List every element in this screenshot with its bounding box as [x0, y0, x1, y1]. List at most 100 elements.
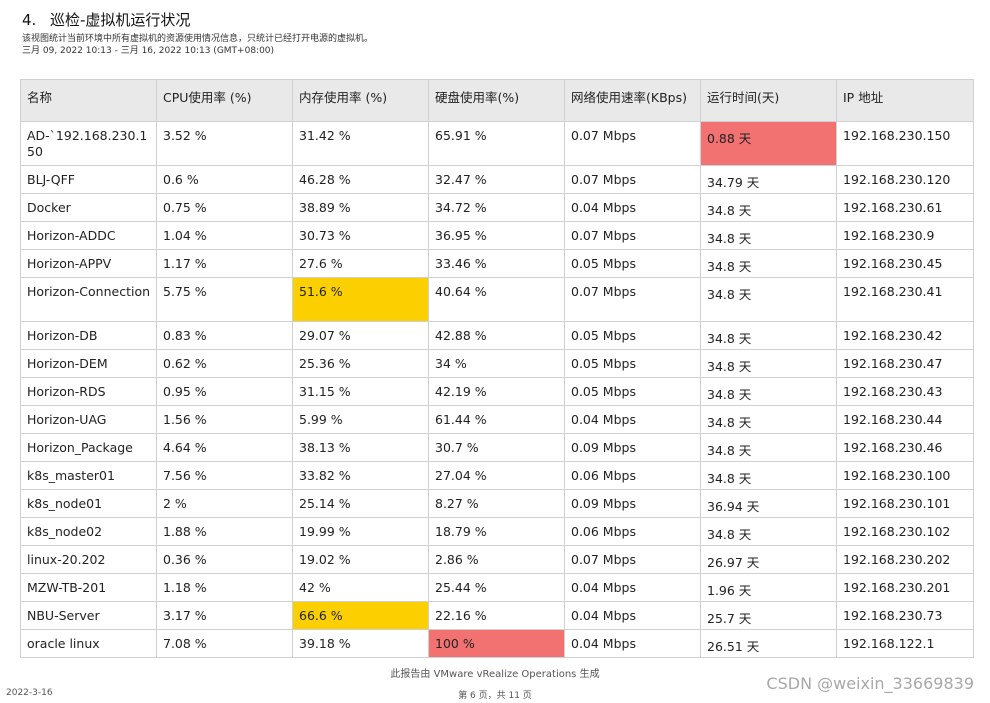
cell-disk: 42.88 %: [428, 321, 565, 350]
table-row: Horizon-ADDC 1.04 % 30.73 % 36.95 % 0.07…: [20, 221, 974, 250]
cell-name: Horizon-DEM: [20, 349, 157, 378]
table-row: BLJ-QFF 0.6 % 46.28 % 32.47 % 0.07 Mbps …: [20, 165, 974, 194]
section-title-text: 巡检-虚拟机运行状况: [50, 11, 191, 29]
cell-name: Docker: [20, 193, 157, 222]
cell-disk: 65.91 %: [428, 121, 565, 166]
cell-network: 0.05 Mbps: [564, 321, 701, 350]
cell-uptime: 34.8 天: [700, 193, 837, 222]
cell-ip: 192.168.230.101: [836, 489, 974, 518]
cell-uptime: 36.94 天: [700, 489, 837, 518]
cell-disk: 30.7 %: [428, 433, 565, 462]
cell-uptime: 34.8 天: [700, 433, 837, 462]
cell-ip: 192.168.122.1: [836, 629, 974, 658]
header-cpu: CPU使用率 (%): [156, 79, 293, 122]
cell-network: 0.04 Mbps: [564, 601, 701, 630]
cell-uptime: 34.8 天: [700, 517, 837, 546]
cell-name: BLJ-QFF: [20, 165, 157, 194]
cell-ip: 192.168.230.43: [836, 377, 974, 406]
cell-memory: 31.42 %: [292, 121, 429, 166]
cell-disk: 40.64 %: [428, 277, 565, 322]
cell-ip: 192.168.230.47: [836, 349, 974, 378]
cell-network: 0.05 Mbps: [564, 249, 701, 278]
cell-name: Horizon-DB: [20, 321, 157, 350]
cell-network: 0.07 Mbps: [564, 545, 701, 574]
table-row: k8s_node02 1.88 % 19.99 % 18.79 % 0.06 M…: [20, 517, 974, 546]
cell-memory: 31.15 %: [292, 377, 429, 406]
cell-ip: 192.168.230.61: [836, 193, 974, 222]
table-row: Horizon-RDS 0.95 % 31.15 % 42.19 % 0.05 …: [20, 377, 974, 406]
cell-cpu: 0.83 %: [156, 321, 293, 350]
cell-network: 0.05 Mbps: [564, 349, 701, 378]
cell-disk: 34.72 %: [428, 193, 565, 222]
cell-cpu: 1.88 %: [156, 517, 293, 546]
cell-network: 0.04 Mbps: [564, 405, 701, 434]
report-generator-note: 此报告由 VMware vRealize Operations 生成: [390, 669, 600, 680]
cell-ip: 192.168.230.42: [836, 321, 974, 350]
table-row: Horizon-Connection 5.75 % 51.6 % 40.64 %…: [20, 277, 974, 322]
cell-uptime: 1.96 天: [700, 573, 837, 602]
cell-uptime: 34.8 天: [700, 221, 837, 250]
cell-ip: 192.168.230.41: [836, 277, 974, 322]
footer-date: 2022-3-16: [6, 688, 53, 698]
cell-disk: 33.46 %: [428, 249, 565, 278]
cell-memory: 38.89 %: [292, 193, 429, 222]
cell-uptime: 34.8 天: [700, 405, 837, 434]
cell-cpu: 2 %: [156, 489, 293, 518]
cell-memory: 33.82 %: [292, 461, 429, 490]
cell-network: 0.07 Mbps: [564, 221, 701, 250]
cell-cpu: 0.6 %: [156, 165, 293, 194]
cell-memory: 25.36 %: [292, 349, 429, 378]
cell-ip: 192.168.230.120: [836, 165, 974, 194]
cell-disk: 2.86 %: [428, 545, 565, 574]
table-row: k8s_master01 7.56 % 33.82 % 27.04 % 0.06…: [20, 461, 974, 490]
cell-cpu: 3.17 %: [156, 601, 293, 630]
cell-network: 0.06 Mbps: [564, 461, 701, 490]
header-disk: 硬盘使用率(%): [428, 79, 565, 122]
cell-network: 0.06 Mbps: [564, 517, 701, 546]
cell-uptime: 34.8 天: [700, 461, 837, 490]
table-row: Horizon-DB 0.83 % 29.07 % 42.88 % 0.05 M…: [20, 321, 974, 350]
cell-ip: 192.168.230.46: [836, 433, 974, 462]
cell-name: AD-`192.168.230.150: [20, 121, 157, 166]
header-ip: IP 地址: [836, 79, 974, 122]
cell-network: 0.07 Mbps: [564, 121, 701, 166]
cell-name: k8s_node02: [20, 517, 157, 546]
cell-name: Horizon-RDS: [20, 377, 157, 406]
cell-uptime: 34.8 天: [700, 277, 837, 322]
section-number: 4.: [22, 11, 37, 29]
cell-memory: 25.14 %: [292, 489, 429, 518]
cell-memory: 19.02 %: [292, 545, 429, 574]
cell-ip: 192.168.230.44: [836, 405, 974, 434]
table-row: linux-20.202 0.36 % 19.02 % 2.86 % 0.07 …: [20, 545, 974, 574]
watermark: CSDN @weixin_33669839: [766, 674, 974, 693]
cell-network: 0.07 Mbps: [564, 165, 701, 194]
cell-name: oracle linux: [20, 629, 157, 658]
cell-ip: 192.168.230.102: [836, 517, 974, 546]
cell-name: Horizon_Package: [20, 433, 157, 462]
cell-network: 0.04 Mbps: [564, 193, 701, 222]
cell-uptime-critical: 0.88 天: [700, 121, 837, 166]
table-row: Horizon-APPV 1.17 % 27.6 % 33.46 % 0.05 …: [20, 249, 974, 278]
cell-memory: 42 %: [292, 573, 429, 602]
cell-name: Horizon-Connection: [20, 277, 157, 322]
cell-cpu: 1.18 %: [156, 573, 293, 602]
cell-cpu: 7.08 %: [156, 629, 293, 658]
cell-memory: 46.28 %: [292, 165, 429, 194]
cell-network: 0.07 Mbps: [564, 277, 701, 322]
cell-cpu: 1.17 %: [156, 249, 293, 278]
cell-network: 0.04 Mbps: [564, 573, 701, 602]
cell-disk: 42.19 %: [428, 377, 565, 406]
cell-uptime: 34.8 天: [700, 349, 837, 378]
cell-memory: 5.99 %: [292, 405, 429, 434]
cell-disk: 61.44 %: [428, 405, 565, 434]
cell-ip: 192.168.230.9: [836, 221, 974, 250]
table-row: k8s_node01 2 % 25.14 % 8.27 % 0.09 Mbps …: [20, 489, 974, 518]
page-number: 第 6 页，共 11 页: [458, 691, 532, 701]
cell-uptime: 34.79 天: [700, 165, 837, 194]
table-row: NBU-Server 3.17 % 66.6 % 22.16 % 0.04 Mb…: [20, 601, 974, 630]
cell-memory-warning: 51.6 %: [292, 277, 429, 322]
cell-uptime: 34.8 天: [700, 377, 837, 406]
header-network: 网络使用速率(KBps): [564, 79, 701, 122]
cell-memory: 30.73 %: [292, 221, 429, 250]
cell-ip: 192.168.230.202: [836, 545, 974, 574]
